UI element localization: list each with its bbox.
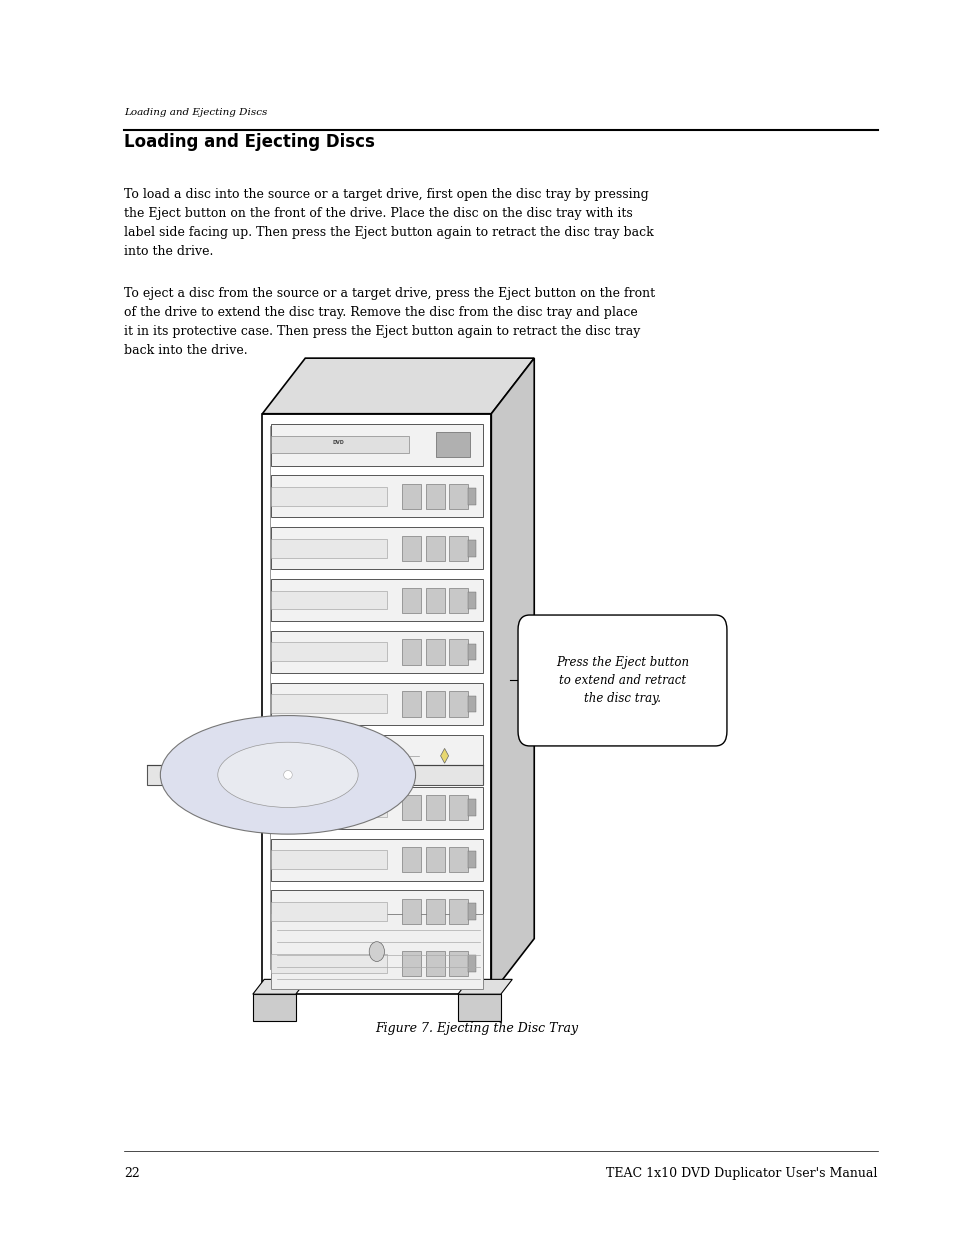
Polygon shape [457, 979, 512, 994]
Bar [425, 795, 444, 820]
Bar [253, 994, 295, 1021]
Bar [436, 432, 470, 457]
Text: To load a disc into the source or a target drive, first open the disc tray by pr: To load a disc into the source or a targ… [124, 188, 653, 258]
Bar [271, 436, 408, 453]
Bar [425, 692, 444, 716]
Bar [402, 692, 421, 716]
Bar [467, 955, 476, 972]
Text: 22: 22 [124, 1167, 140, 1181]
FancyBboxPatch shape [517, 615, 726, 746]
Circle shape [369, 941, 384, 961]
Text: TEAC 1x10 DVD Duplicator User's Manual: TEAC 1x10 DVD Duplicator User's Manual [606, 1167, 877, 1181]
Bar [271, 914, 482, 989]
Bar [271, 683, 482, 725]
Bar [467, 488, 476, 505]
Bar [271, 798, 387, 816]
Bar [271, 735, 482, 777]
Bar [467, 851, 476, 868]
Bar [402, 640, 421, 664]
Bar [448, 847, 467, 872]
Bar [271, 527, 482, 569]
Bar [402, 951, 421, 976]
Bar [402, 899, 421, 924]
Bar [402, 484, 421, 509]
Bar [425, 484, 444, 509]
Bar [402, 588, 421, 613]
Bar [147, 764, 482, 784]
Text: To eject a disc from the source or a target drive, press the Eject button on the: To eject a disc from the source or a tar… [124, 287, 655, 357]
Bar [271, 579, 482, 621]
Polygon shape [491, 358, 534, 994]
Bar [271, 839, 482, 881]
Bar [402, 795, 421, 820]
Bar [467, 695, 476, 713]
Bar [271, 631, 482, 673]
Bar [448, 951, 467, 976]
Bar [262, 414, 491, 994]
Text: Press the Eject button
to extend and retract
the disc tray.: Press the Eject button to extend and ret… [556, 656, 688, 705]
Bar [425, 899, 444, 924]
Polygon shape [253, 979, 307, 994]
Bar [402, 536, 421, 561]
Bar [448, 692, 467, 716]
Ellipse shape [160, 715, 416, 834]
Bar [271, 424, 482, 466]
Text: Figure 7. Ejecting the Disc Tray: Figure 7. Ejecting the Disc Tray [375, 1021, 578, 1035]
Bar [457, 994, 500, 1021]
Bar [467, 540, 476, 557]
Bar [425, 588, 444, 613]
Text: TEAC: TEAC [283, 752, 294, 756]
Bar [402, 847, 421, 872]
Bar [271, 538, 387, 557]
Bar [271, 902, 387, 920]
Text: Loading and Ejecting Discs: Loading and Ejecting Discs [124, 132, 375, 151]
Bar [271, 487, 387, 505]
Bar [448, 536, 467, 561]
Bar [467, 643, 476, 661]
Polygon shape [440, 748, 448, 763]
Bar [467, 592, 476, 609]
Bar [425, 847, 444, 872]
Bar [271, 590, 387, 609]
Bar [271, 694, 387, 713]
Ellipse shape [283, 771, 292, 779]
Text: DVD: DVD [333, 440, 344, 445]
Bar [271, 953, 387, 972]
Bar [425, 536, 444, 561]
Text: Loading and Ejecting Discs: Loading and Ejecting Discs [124, 109, 267, 117]
Bar [448, 588, 467, 613]
Bar [448, 484, 467, 509]
Bar [271, 475, 482, 517]
Ellipse shape [217, 742, 357, 808]
Bar [448, 795, 467, 820]
Bar [448, 640, 467, 664]
Bar [271, 850, 387, 868]
Bar [271, 787, 482, 829]
Bar [271, 890, 482, 932]
Bar [425, 951, 444, 976]
Polygon shape [262, 358, 534, 414]
Bar [425, 640, 444, 664]
Bar [467, 903, 476, 920]
Bar [271, 642, 387, 661]
Bar [467, 799, 476, 816]
Bar [271, 942, 482, 984]
Bar [448, 899, 467, 924]
